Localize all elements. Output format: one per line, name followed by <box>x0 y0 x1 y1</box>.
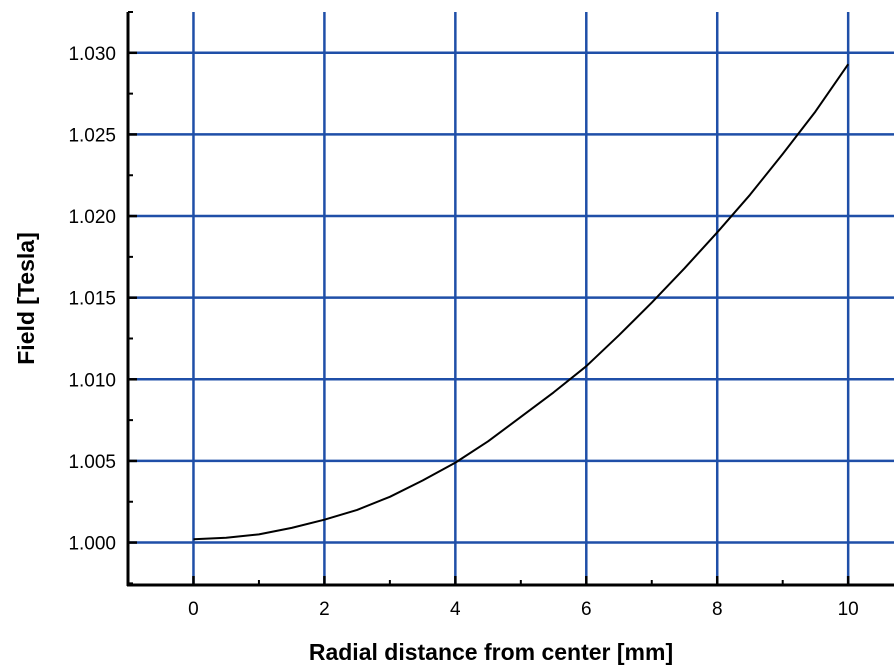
tick-labels: 0 2 4 6 8 10 1.000 1.005 1.010 1.015 1.020 1.025 1.0… <box>68 44 858 620</box>
x-tick-label: 8 <box>712 599 723 620</box>
axis-ticks <box>127 11 850 585</box>
x-tick-label: 4 <box>450 599 461 620</box>
y-tick-label: 1.005 <box>68 452 116 473</box>
y-tick-label: 1.010 <box>68 370 116 391</box>
x-tick-label: 6 <box>581 599 592 620</box>
y-tick-label: 1.020 <box>68 207 116 228</box>
x-tick-label: 10 <box>838 599 859 620</box>
y-axis-label: Field [Tesla] <box>13 232 39 365</box>
y-tick-label: 1.025 <box>68 125 116 146</box>
plot-frame <box>126 12 894 587</box>
y-tick-label: 1.015 <box>68 289 116 310</box>
grid <box>128 12 894 585</box>
series-line <box>193 63 850 541</box>
x-axis-label: Radial distance from center [mm] <box>309 639 673 665</box>
y-tick-label: 1.000 <box>68 534 116 555</box>
series-layer <box>193 63 850 541</box>
x-tick-label: 2 <box>319 599 330 620</box>
y-tick-label: 1.030 <box>68 44 116 65</box>
x-tick-label: 0 <box>188 599 199 620</box>
